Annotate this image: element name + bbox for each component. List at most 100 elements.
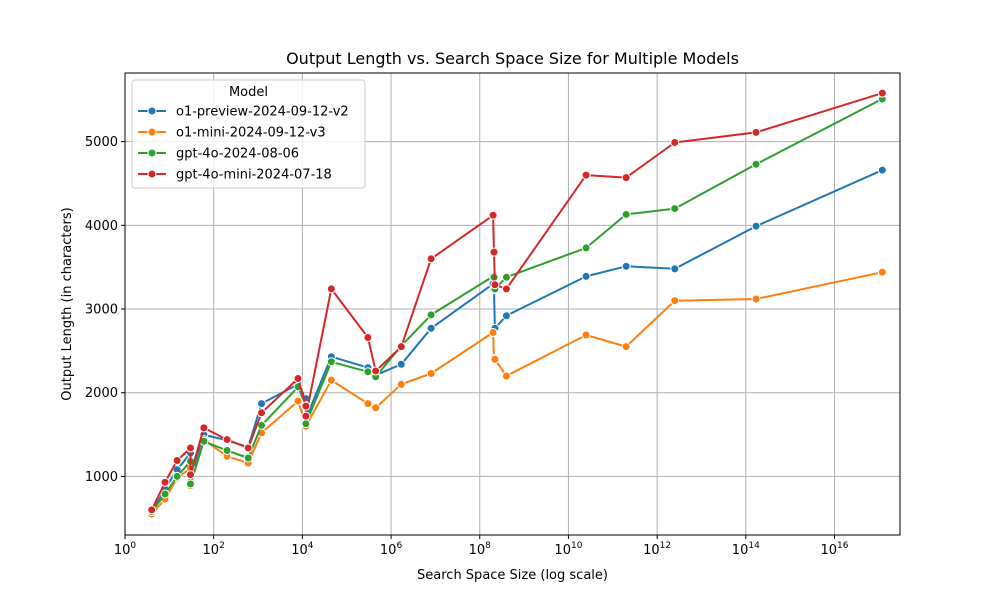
chart-title: Output Length vs. Search Space Size for … bbox=[286, 49, 739, 68]
data-point bbox=[670, 137, 680, 147]
data-point bbox=[501, 311, 511, 321]
legend-swatch-marker bbox=[147, 148, 157, 158]
legend-item-label: gpt-4o-mini-2024-07-18 bbox=[176, 168, 332, 183]
series-group bbox=[147, 88, 887, 515]
data-point bbox=[186, 443, 196, 453]
data-point bbox=[488, 210, 498, 220]
data-point bbox=[426, 254, 436, 264]
legend-swatch-marker bbox=[147, 127, 157, 137]
y-tick-label: 4000 bbox=[85, 219, 118, 234]
legend: Model o1-preview-2024-09-12-v2 o1-mini-202… bbox=[131, 79, 366, 189]
x-axis-label: Search Space Size (log scale) bbox=[417, 568, 608, 583]
data-point bbox=[751, 294, 761, 304]
data-point bbox=[186, 470, 196, 480]
data-point bbox=[621, 342, 631, 352]
data-point bbox=[222, 435, 232, 445]
data-point bbox=[160, 489, 170, 499]
data-point bbox=[301, 419, 311, 429]
data-point bbox=[257, 408, 267, 418]
x-tick-label: 1014 bbox=[732, 541, 760, 558]
x-tick-label: 100 bbox=[114, 541, 137, 558]
data-point bbox=[581, 330, 591, 340]
data-point bbox=[243, 443, 253, 453]
data-point bbox=[363, 367, 373, 377]
legend-box bbox=[131, 79, 366, 189]
data-point bbox=[877, 267, 887, 277]
data-point bbox=[293, 373, 303, 383]
data-point bbox=[172, 471, 182, 481]
data-point bbox=[396, 379, 406, 389]
data-point bbox=[490, 280, 500, 290]
data-point bbox=[326, 284, 336, 294]
data-point bbox=[621, 261, 631, 271]
x-axis: 100 102 104 106 108 1010 1012 1014 1016 bbox=[114, 535, 849, 558]
data-point bbox=[670, 204, 680, 214]
data-point bbox=[501, 284, 511, 294]
data-point bbox=[426, 323, 436, 333]
data-point bbox=[621, 173, 631, 183]
data-point bbox=[490, 354, 500, 364]
data-point bbox=[363, 332, 373, 342]
legend-item-label: o1-preview-2024-09-12-v2 bbox=[176, 105, 349, 120]
data-point bbox=[396, 359, 406, 369]
data-point bbox=[670, 296, 680, 306]
x-tick-label: 1016 bbox=[820, 541, 848, 558]
data-point bbox=[301, 411, 311, 421]
data-point bbox=[222, 445, 232, 455]
y-tick-label: 5000 bbox=[85, 135, 118, 150]
data-point bbox=[257, 399, 267, 409]
series-layer bbox=[147, 88, 887, 519]
x-tick-label: 104 bbox=[291, 541, 314, 558]
data-point bbox=[326, 357, 336, 367]
data-point bbox=[751, 221, 761, 231]
y-tick-label: 3000 bbox=[85, 303, 118, 318]
data-point bbox=[426, 310, 436, 320]
y-tick-label: 1000 bbox=[85, 470, 118, 485]
x-tick-label: 108 bbox=[469, 541, 492, 558]
x-tick-label: 1012 bbox=[643, 541, 671, 558]
legend-swatch-marker bbox=[147, 106, 157, 116]
data-point bbox=[581, 271, 591, 281]
data-point bbox=[751, 127, 761, 137]
data-point bbox=[326, 375, 336, 385]
data-point bbox=[186, 479, 196, 489]
legend-item-label: o1-mini-2024-09-12-v3 bbox=[176, 126, 326, 141]
data-point bbox=[172, 456, 182, 466]
data-point bbox=[488, 327, 498, 337]
legend-item-label: gpt-4o-2024-08-06 bbox=[176, 147, 299, 162]
data-point bbox=[426, 368, 436, 378]
data-point bbox=[501, 371, 511, 381]
data-point bbox=[501, 272, 511, 282]
series-line bbox=[150, 169, 883, 513]
data-point bbox=[877, 88, 887, 98]
data-point bbox=[301, 401, 311, 411]
data-point bbox=[199, 423, 209, 433]
data-point bbox=[581, 170, 591, 180]
y-axis-label: Output Length (in characters) bbox=[60, 207, 75, 400]
x-tick-label: 106 bbox=[380, 541, 403, 558]
data-point bbox=[751, 159, 761, 169]
data-point bbox=[147, 505, 157, 515]
data-point bbox=[160, 477, 170, 487]
data-point bbox=[581, 243, 591, 253]
data-point bbox=[621, 209, 631, 219]
series-group bbox=[147, 165, 887, 517]
y-axis: 1000 2000 3000 4000 5000 bbox=[85, 135, 125, 485]
plot-frame bbox=[124, 72, 901, 536]
data-point bbox=[243, 453, 253, 463]
data-point bbox=[670, 264, 680, 274]
legend-swatch-marker bbox=[147, 169, 157, 179]
grid bbox=[124, 73, 900, 535]
y-tick-label: 2000 bbox=[85, 386, 118, 401]
data-point bbox=[489, 247, 499, 257]
legend-title: Model bbox=[229, 85, 268, 100]
data-point bbox=[371, 366, 381, 376]
series-line bbox=[150, 92, 883, 511]
data-point bbox=[877, 165, 887, 175]
data-point bbox=[293, 396, 303, 406]
data-point bbox=[363, 399, 373, 409]
x-tick-label: 102 bbox=[203, 541, 225, 558]
data-point bbox=[371, 403, 381, 413]
x-tick-label: 1010 bbox=[554, 541, 582, 558]
